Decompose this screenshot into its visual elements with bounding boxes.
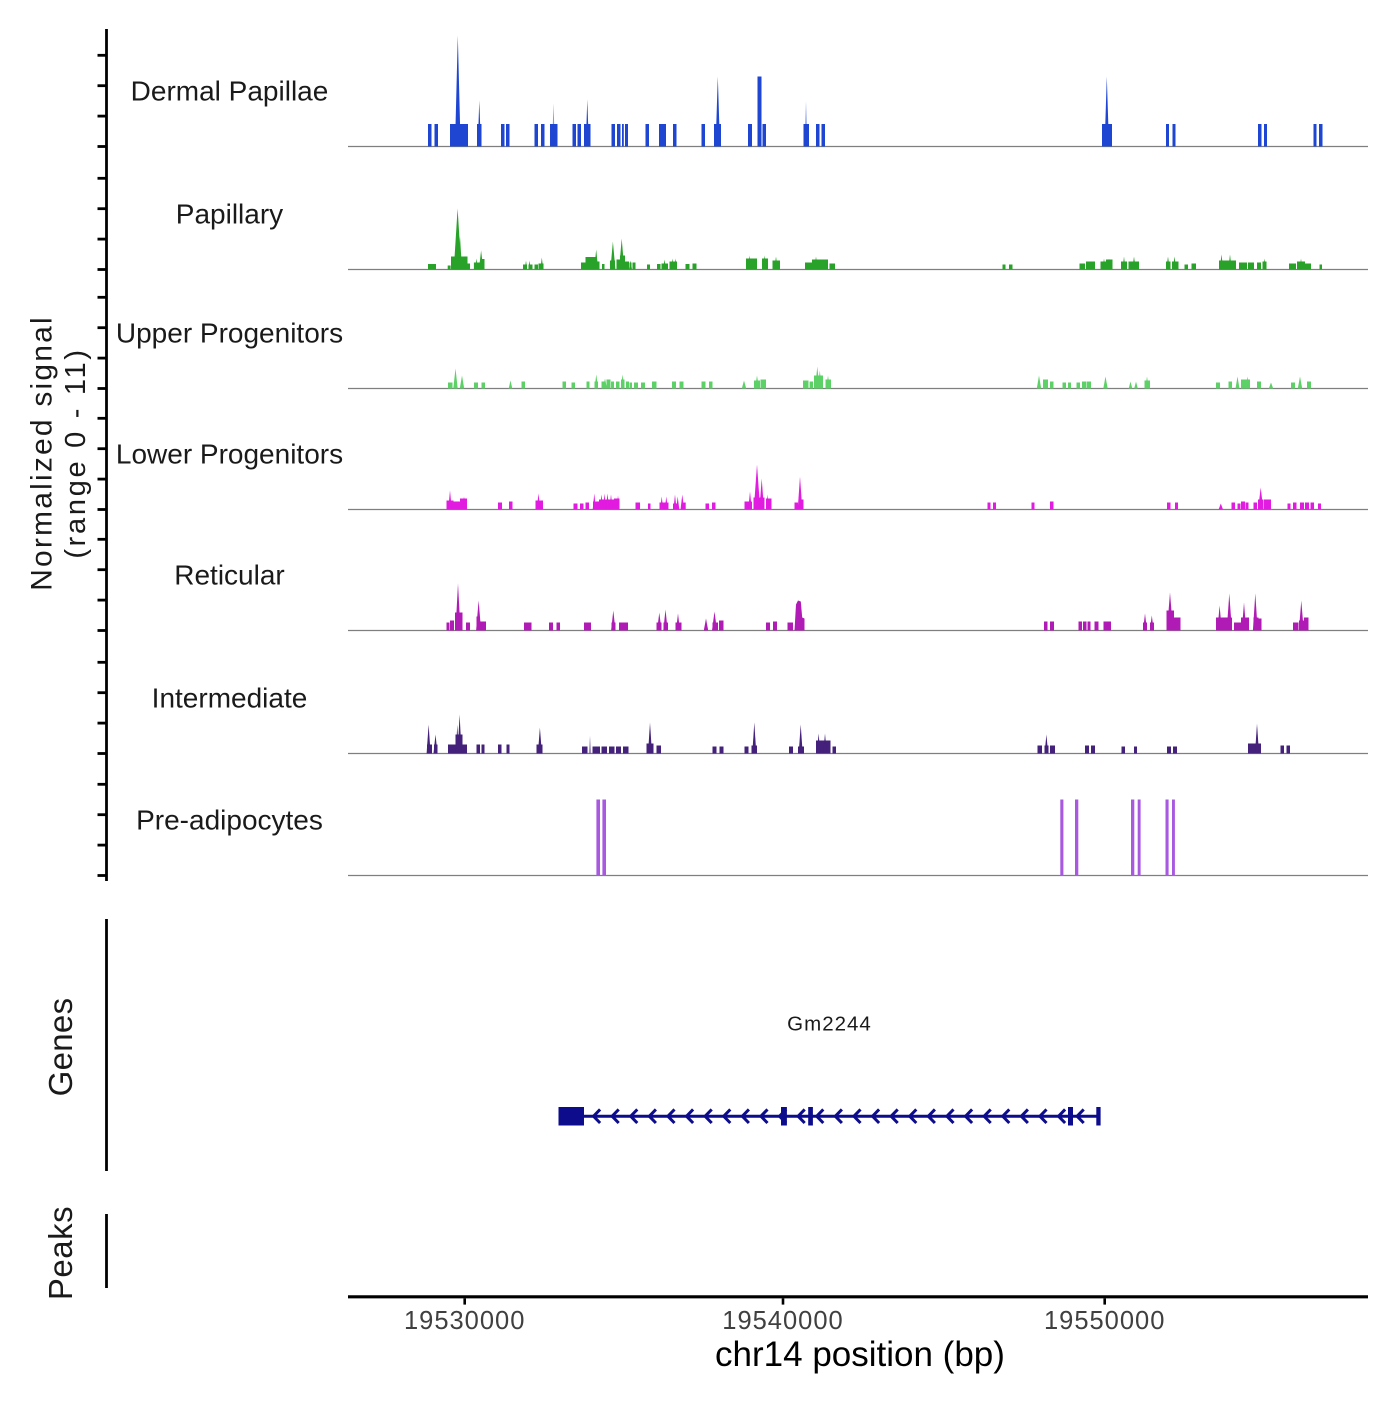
svg-text:Reticular: Reticular: [174, 560, 284, 591]
svg-text:19540000: 19540000: [722, 1307, 843, 1335]
svg-text:Pre-adipocytes: Pre-adipocytes: [136, 805, 323, 836]
svg-text:Upper Progenitors: Upper Progenitors: [116, 318, 343, 349]
svg-text:Gm2244: Gm2244: [787, 1013, 872, 1036]
svg-text:Genes: Genes: [42, 998, 79, 1097]
svg-text:19550000: 19550000: [1044, 1307, 1165, 1335]
svg-text:Papillary: Papillary: [176, 199, 283, 230]
svg-text:Normalized signal: Normalized signal: [26, 315, 59, 591]
svg-text:19530000: 19530000: [404, 1307, 525, 1335]
svg-text:(range 0 - 11): (range 0 - 11): [60, 347, 92, 558]
svg-text:Lower Progenitors: Lower Progenitors: [116, 439, 343, 470]
svg-text:Intermediate: Intermediate: [152, 683, 308, 714]
svg-text:Dermal Papillae: Dermal Papillae: [131, 76, 329, 107]
svg-text:Peaks: Peaks: [42, 1206, 79, 1300]
svg-text:chr14 position (bp): chr14 position (bp): [715, 1335, 1005, 1374]
